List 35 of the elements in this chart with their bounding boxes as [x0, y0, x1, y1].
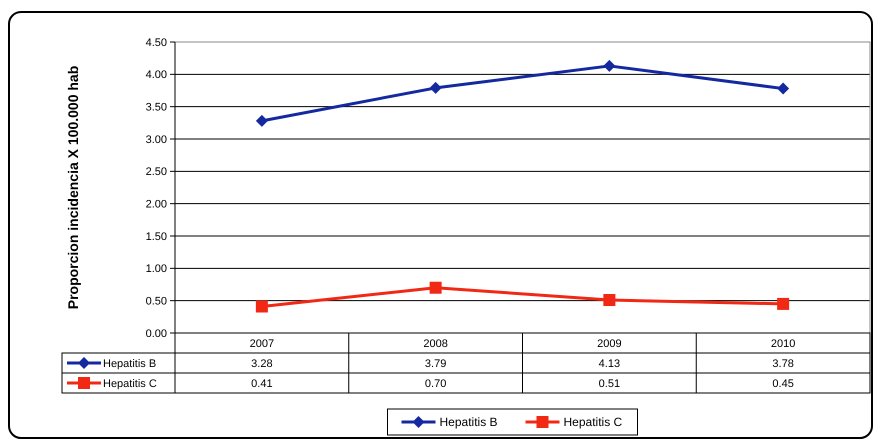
point [603, 60, 616, 72]
legend-label: Hepatitis B [103, 358, 156, 370]
text: Hepatitis B [440, 415, 498, 430]
point [777, 82, 790, 95]
data-label: 0.70 [424, 378, 446, 390]
y-tick-label: 1.50 [146, 230, 167, 243]
text: Hepatitis C [103, 378, 157, 390]
y-tick-label: 4.50 [146, 36, 167, 49]
y-tick-label: 1.00 [146, 263, 167, 276]
y-tick-label: 2.50 [146, 166, 167, 178]
point [777, 298, 790, 310]
y-axis-title: Proporcion incidencia X 100.000 hab [65, 66, 81, 310]
y-tick-label: 0.50 [146, 296, 167, 308]
y-tick-label: 0.00 [146, 328, 167, 340]
data-label: 0.45 [772, 378, 794, 390]
point [256, 114, 268, 127]
data-label: 3.79 [424, 358, 446, 370]
legend-label: Hepatitis C [564, 415, 623, 430]
y-tick-label: 2.00 [146, 198, 167, 211]
point [430, 82, 442, 94]
data-label: 0.41 [251, 378, 273, 390]
data-label: 4.13 [598, 358, 620, 370]
x-tick-label: 2010 [770, 338, 796, 350]
y-tick-label: 4.00 [146, 69, 167, 82]
point [430, 282, 442, 294]
x-tick-label: 2008 [423, 338, 448, 350]
x-tick-label: 2009 [597, 338, 622, 350]
data-label: 3.28 [251, 358, 273, 370]
point [603, 294, 616, 306]
data-label: 0.51 [598, 378, 620, 390]
y-tick-label: 3.00 [146, 134, 167, 146]
x-tick-label: 2007 [250, 338, 274, 350]
point [256, 300, 268, 312]
data-label: 3.78 [772, 358, 794, 370]
y-tick-label: 3.50 [146, 102, 167, 114]
